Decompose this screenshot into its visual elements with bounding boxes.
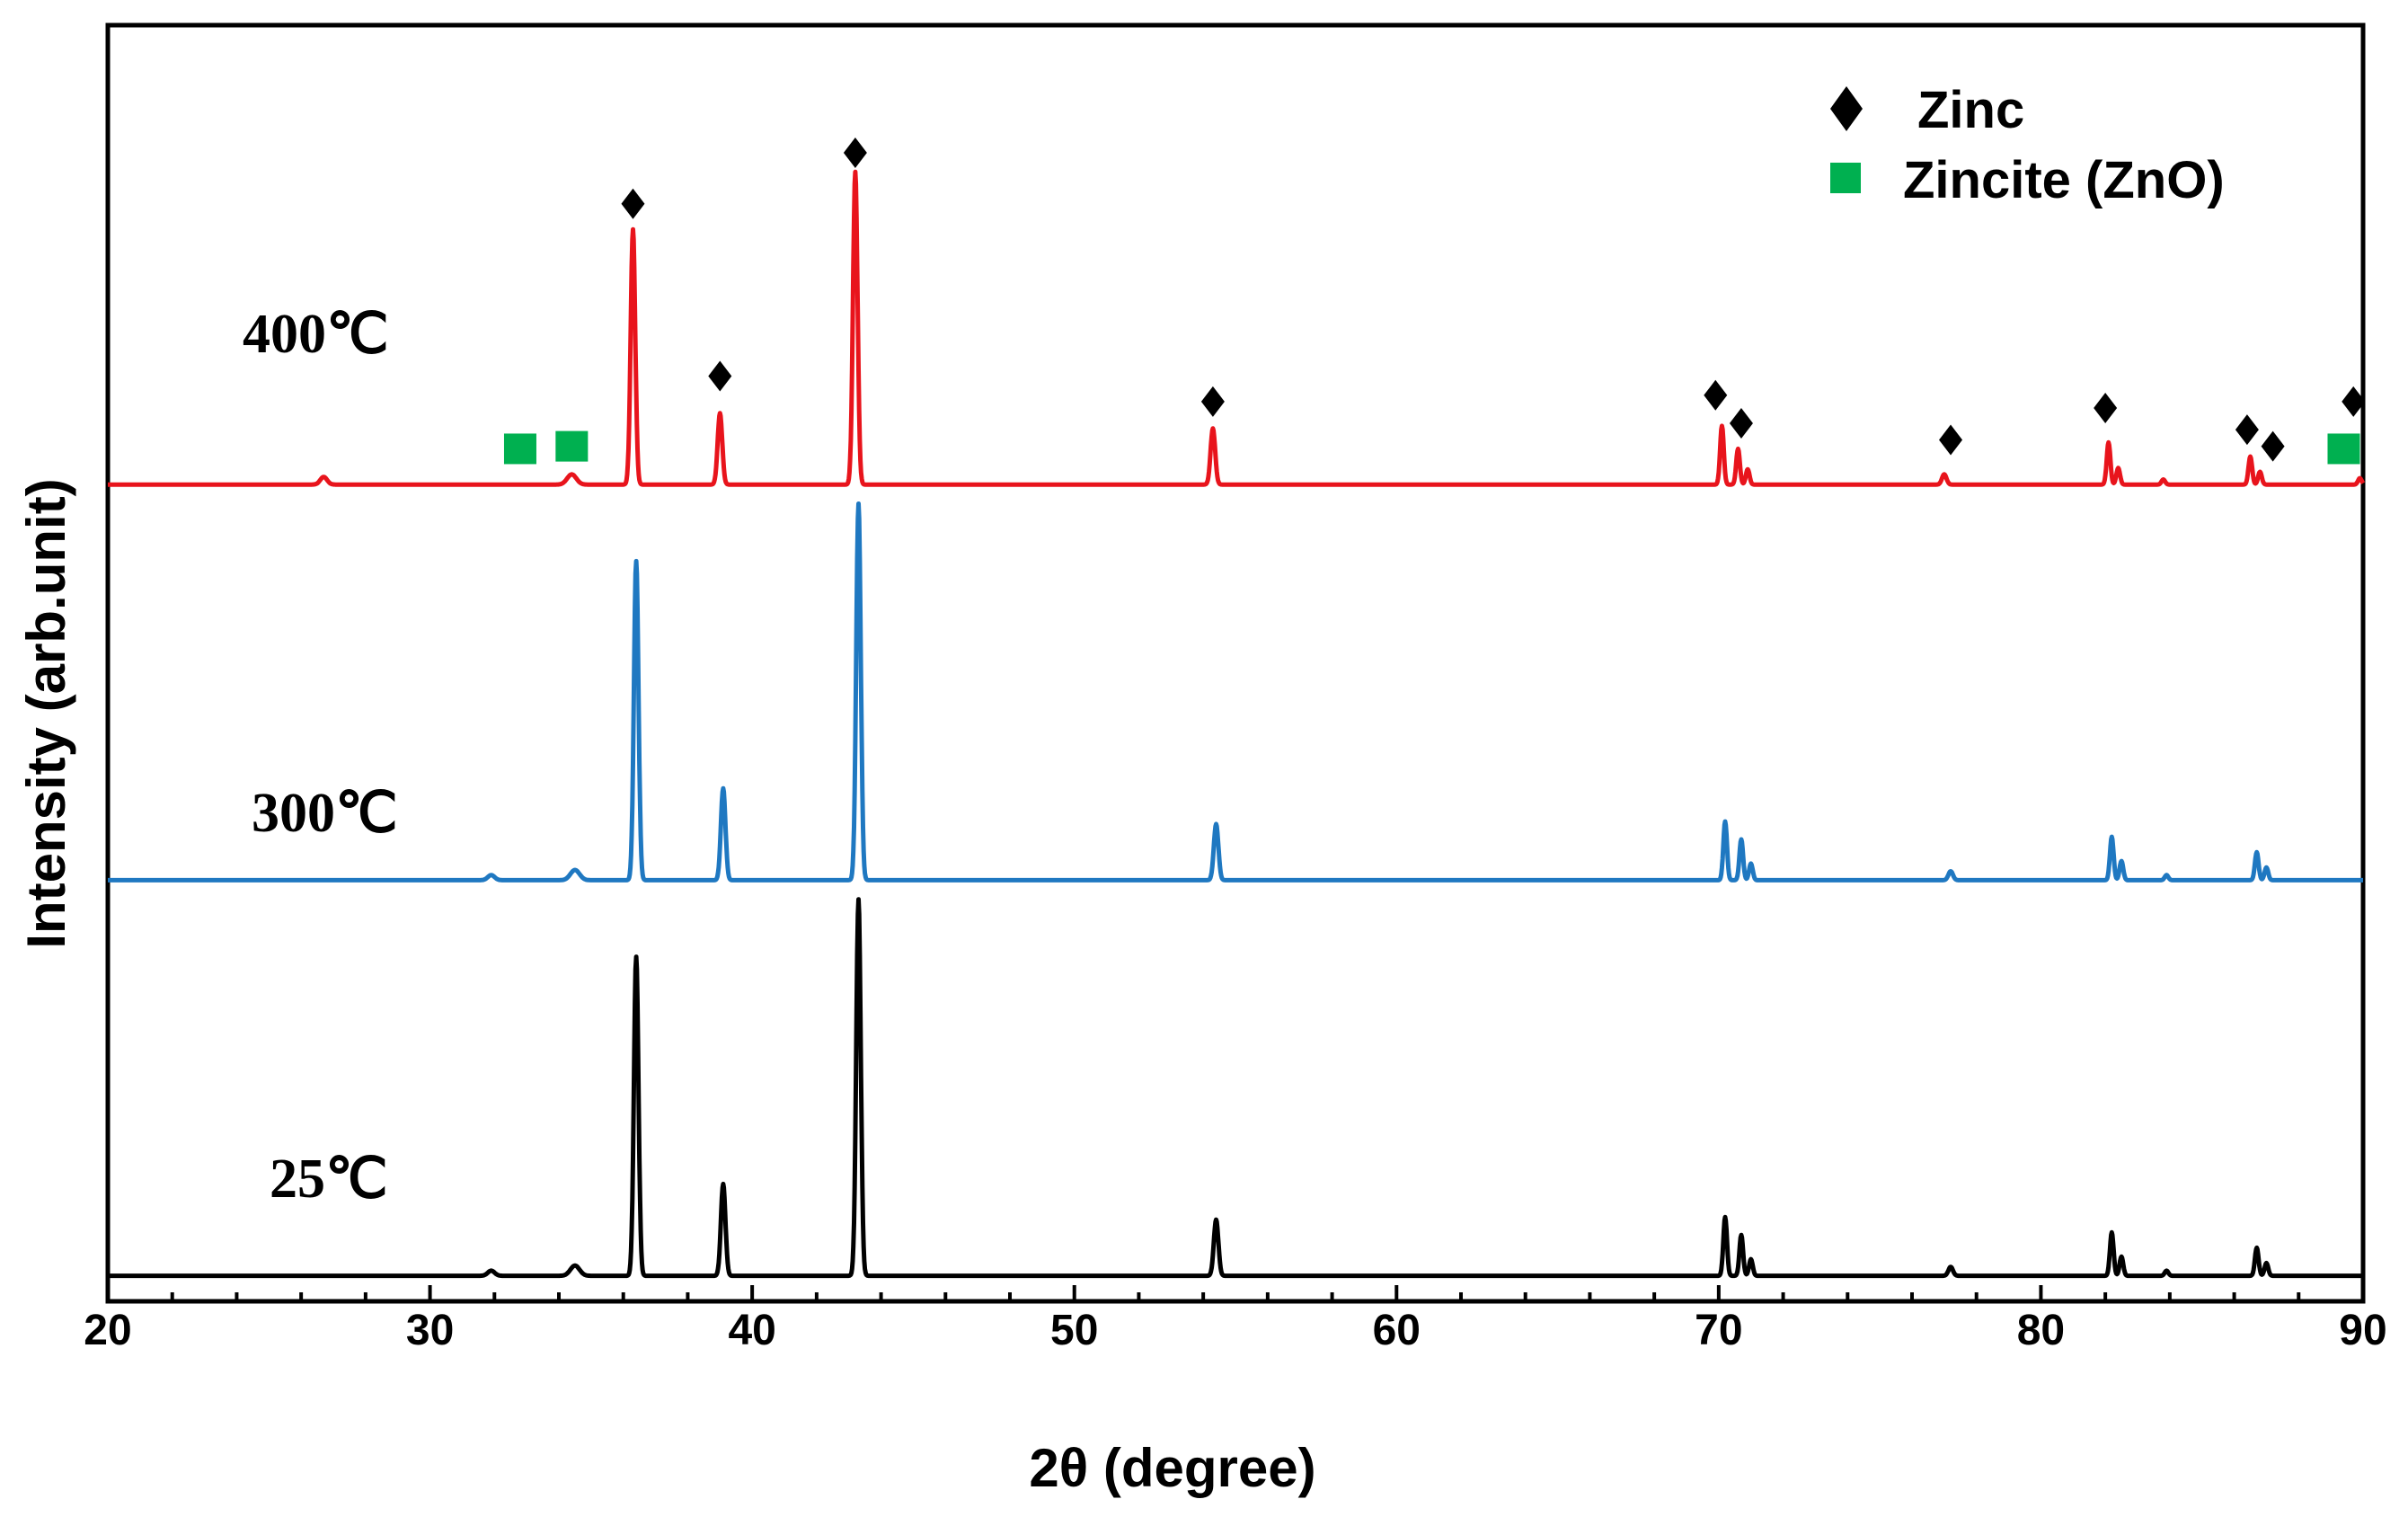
zinc-marker-4 bbox=[1704, 379, 1728, 411]
zinc-marker-6 bbox=[1939, 424, 1963, 456]
series-layer bbox=[106, 169, 2366, 1279]
series-line-0 bbox=[106, 169, 2366, 487]
zinc-marker-8 bbox=[2235, 414, 2259, 446]
x-tick-label-5: 70 bbox=[1695, 1307, 1742, 1354]
zinc-marker-5 bbox=[1729, 408, 1753, 439]
legend-zinc-label: Zinc bbox=[1917, 81, 2024, 139]
legend: Zinc Zincite (ZnO) bbox=[1830, 81, 2225, 209]
zinc-marker-10 bbox=[2342, 386, 2366, 417]
zinc-marker-7 bbox=[2094, 393, 2118, 423]
legend-zincite-square-icon bbox=[1830, 163, 1861, 193]
x-tick-label-1: 30 bbox=[406, 1307, 454, 1354]
series-label-0: 400℃ bbox=[243, 304, 389, 365]
plot-area-frame bbox=[105, 22, 2366, 1304]
zinc-marker-3 bbox=[1200, 386, 1225, 417]
series-line-2 bbox=[106, 897, 2365, 1279]
legend-zinc-diamond-icon bbox=[1830, 86, 1863, 131]
x-tick-label-2: 40 bbox=[728, 1307, 775, 1354]
x-tick-label-3: 50 bbox=[1050, 1307, 1098, 1354]
zincite-marker-1 bbox=[555, 430, 589, 462]
marker-layer bbox=[503, 138, 2366, 465]
series-labels: 400℃ 300℃ 25℃ bbox=[243, 304, 398, 1210]
zinc-marker-9 bbox=[2261, 430, 2285, 462]
series-label-2: 25℃ bbox=[270, 1149, 388, 1210]
zinc-marker-0 bbox=[621, 188, 645, 219]
legend-zincite-label: Zincite (ZnO) bbox=[1903, 151, 2225, 209]
x-tick-label-6: 80 bbox=[2017, 1307, 2065, 1354]
zinc-marker-2 bbox=[843, 138, 867, 168]
x-axis-title: 2θ (degree) bbox=[1029, 1438, 1315, 1498]
x-axis-ticks: 20 30 40 50 60 70 80 90 bbox=[84, 1285, 2387, 1354]
zincite-marker-0 bbox=[503, 433, 536, 465]
x-tick-label-4: 60 bbox=[1373, 1307, 1421, 1354]
x-tick-label-0: 20 bbox=[84, 1307, 131, 1354]
y-axis-title: Intensity (arb.unit) bbox=[16, 478, 76, 948]
series-label-1: 300℃ bbox=[252, 783, 398, 844]
zinc-marker-1 bbox=[708, 360, 732, 392]
series-line-1 bbox=[106, 501, 2365, 883]
x-tick-label-7: 90 bbox=[2339, 1307, 2386, 1354]
zincite-marker-2 bbox=[2327, 433, 2360, 465]
